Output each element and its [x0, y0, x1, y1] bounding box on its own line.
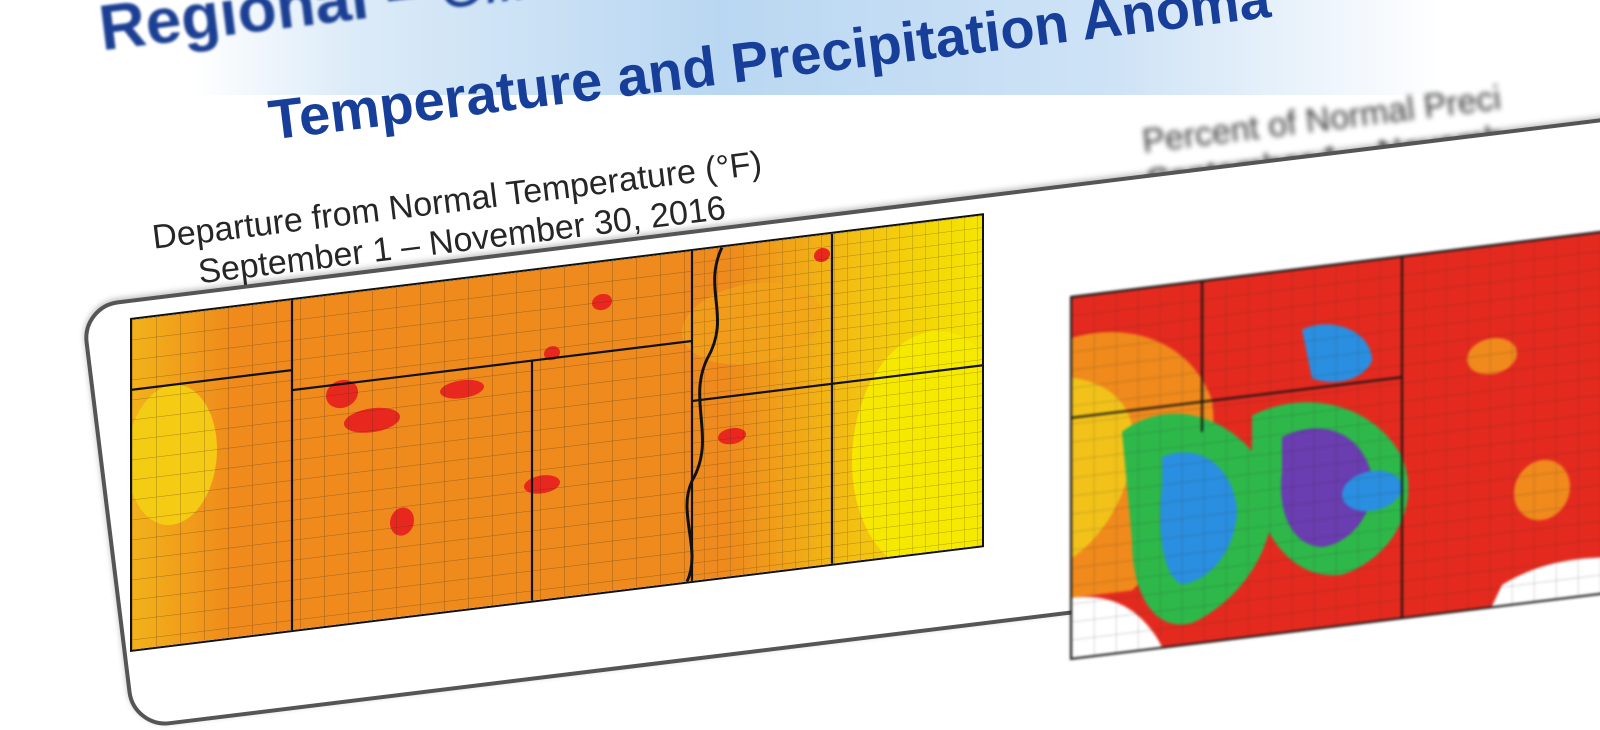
- temperature-departure-map: [130, 213, 984, 653]
- temperature-map-graphic: [132, 215, 982, 650]
- precipitation-percent-map: [1070, 226, 1600, 660]
- title-banner: [0, 0, 1600, 95]
- precipitation-map-graphic: [1072, 228, 1600, 658]
